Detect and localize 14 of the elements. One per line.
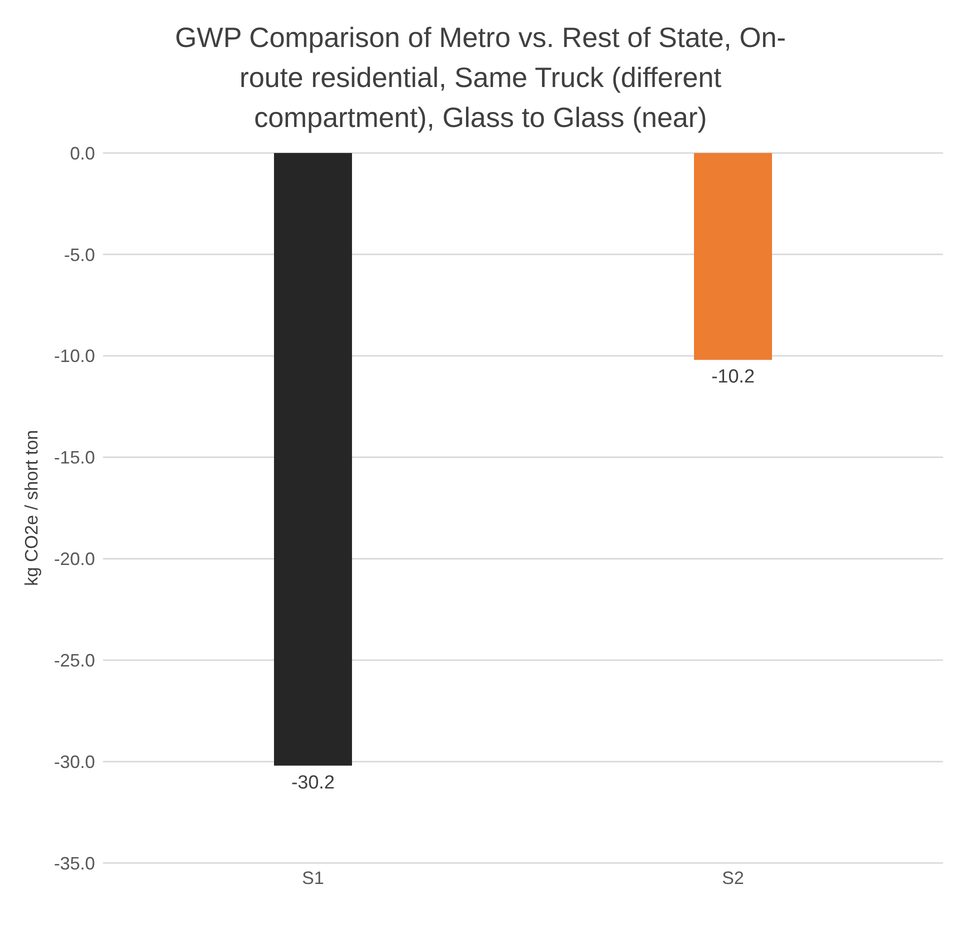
y-tick-label: -20.0 xyxy=(54,549,95,570)
y-tick-label: -30.0 xyxy=(54,752,95,772)
y-tick-label: 0.0 xyxy=(70,143,95,164)
chart-title: GWP Comparison of Metro vs. Rest of State, On-route residential, Same Truck (different compartment), Glass to Glass (near) xyxy=(174,21,788,135)
y-tick-label: -25.0 xyxy=(54,650,95,671)
y-tick-label: -35.0 xyxy=(54,853,95,874)
data-label: -30.2 xyxy=(291,772,335,794)
data-label: -10.2 xyxy=(711,366,755,388)
x-tick-label: S2 xyxy=(722,868,744,888)
y-axis-title: kg CO2e / short ton xyxy=(21,430,42,586)
x-tick-label: S1 xyxy=(302,868,324,888)
y-tick-label: -10.0 xyxy=(54,346,95,366)
y-tick-label: -15.0 xyxy=(54,448,95,468)
y-tick-label: -5.0 xyxy=(64,244,95,265)
